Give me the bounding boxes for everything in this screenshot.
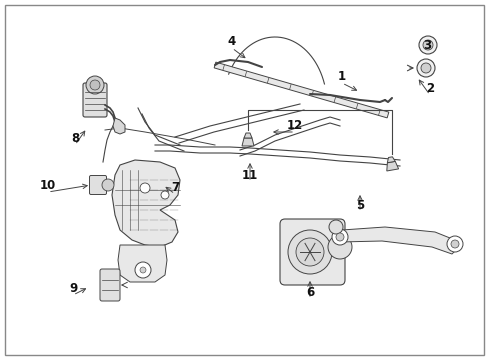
- Circle shape: [422, 40, 432, 50]
- Circle shape: [161, 191, 169, 199]
- Polygon shape: [242, 138, 253, 146]
- Circle shape: [295, 238, 324, 266]
- Text: 3: 3: [422, 39, 430, 51]
- Text: 8: 8: [71, 131, 79, 144]
- FancyBboxPatch shape: [280, 219, 345, 285]
- Circle shape: [420, 63, 430, 73]
- Circle shape: [446, 236, 462, 252]
- Polygon shape: [386, 157, 394, 163]
- Text: 11: 11: [242, 168, 258, 181]
- Polygon shape: [112, 160, 180, 247]
- Circle shape: [418, 36, 436, 54]
- Polygon shape: [335, 227, 457, 254]
- Circle shape: [140, 267, 146, 273]
- Circle shape: [328, 220, 342, 234]
- Text: 7: 7: [171, 180, 179, 194]
- Polygon shape: [118, 245, 167, 282]
- FancyBboxPatch shape: [89, 176, 106, 194]
- Circle shape: [135, 262, 151, 278]
- FancyBboxPatch shape: [100, 269, 120, 301]
- Polygon shape: [386, 161, 398, 171]
- Polygon shape: [113, 118, 125, 134]
- Circle shape: [102, 179, 114, 191]
- Text: 1: 1: [337, 69, 346, 82]
- Circle shape: [86, 76, 104, 94]
- Text: 12: 12: [286, 118, 303, 131]
- Circle shape: [90, 80, 100, 90]
- Circle shape: [327, 235, 351, 259]
- Text: 5: 5: [355, 198, 364, 212]
- Text: 9: 9: [69, 282, 77, 294]
- Circle shape: [287, 230, 331, 274]
- Circle shape: [331, 229, 347, 245]
- Text: 2: 2: [425, 81, 433, 95]
- Polygon shape: [214, 62, 388, 118]
- Circle shape: [450, 240, 458, 248]
- Polygon shape: [244, 133, 251, 138]
- Text: 6: 6: [305, 285, 313, 298]
- Circle shape: [335, 233, 343, 241]
- Circle shape: [416, 59, 434, 77]
- Circle shape: [140, 183, 150, 193]
- Text: 10: 10: [40, 179, 56, 192]
- FancyBboxPatch shape: [83, 83, 107, 117]
- Text: 4: 4: [227, 35, 236, 48]
